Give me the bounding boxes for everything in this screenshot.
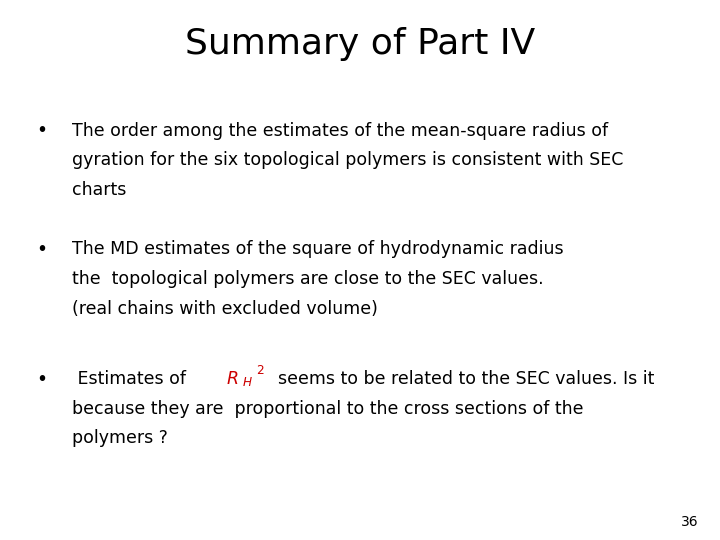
Text: charts: charts [72,181,127,199]
Text: The MD estimates of the square of hydrodynamic radius: The MD estimates of the square of hydrod… [72,240,575,258]
Text: •: • [36,240,47,259]
Text: gyration for the six topological polymers is consistent with SEC: gyration for the six topological polymer… [72,151,624,169]
Text: seems to be related to the SEC values. Is it: seems to be related to the SEC values. I… [267,370,654,388]
Text: because they are  proportional to the cross sections of the: because they are proportional to the cro… [72,400,583,417]
Text: Estimates of: Estimates of [72,370,192,388]
Text: (real chains with excluded volume): (real chains with excluded volume) [72,300,378,318]
Text: •: • [36,370,47,389]
Text: polymers ?: polymers ? [72,429,168,447]
Text: $\mathit{H}$: $\mathit{H}$ [242,376,253,389]
Text: $\mathit{R}$: $\mathit{R}$ [226,370,238,388]
Text: •: • [36,122,47,140]
Text: 36: 36 [681,515,698,529]
Text: $2$: $2$ [256,364,265,377]
Text: the  topological polymers are close to the SEC values.: the topological polymers are close to th… [72,270,544,288]
Text: The order among the estimates of the mean-square radius of: The order among the estimates of the mea… [72,122,608,139]
Text: Summary of Part IV: Summary of Part IV [185,27,535,61]
